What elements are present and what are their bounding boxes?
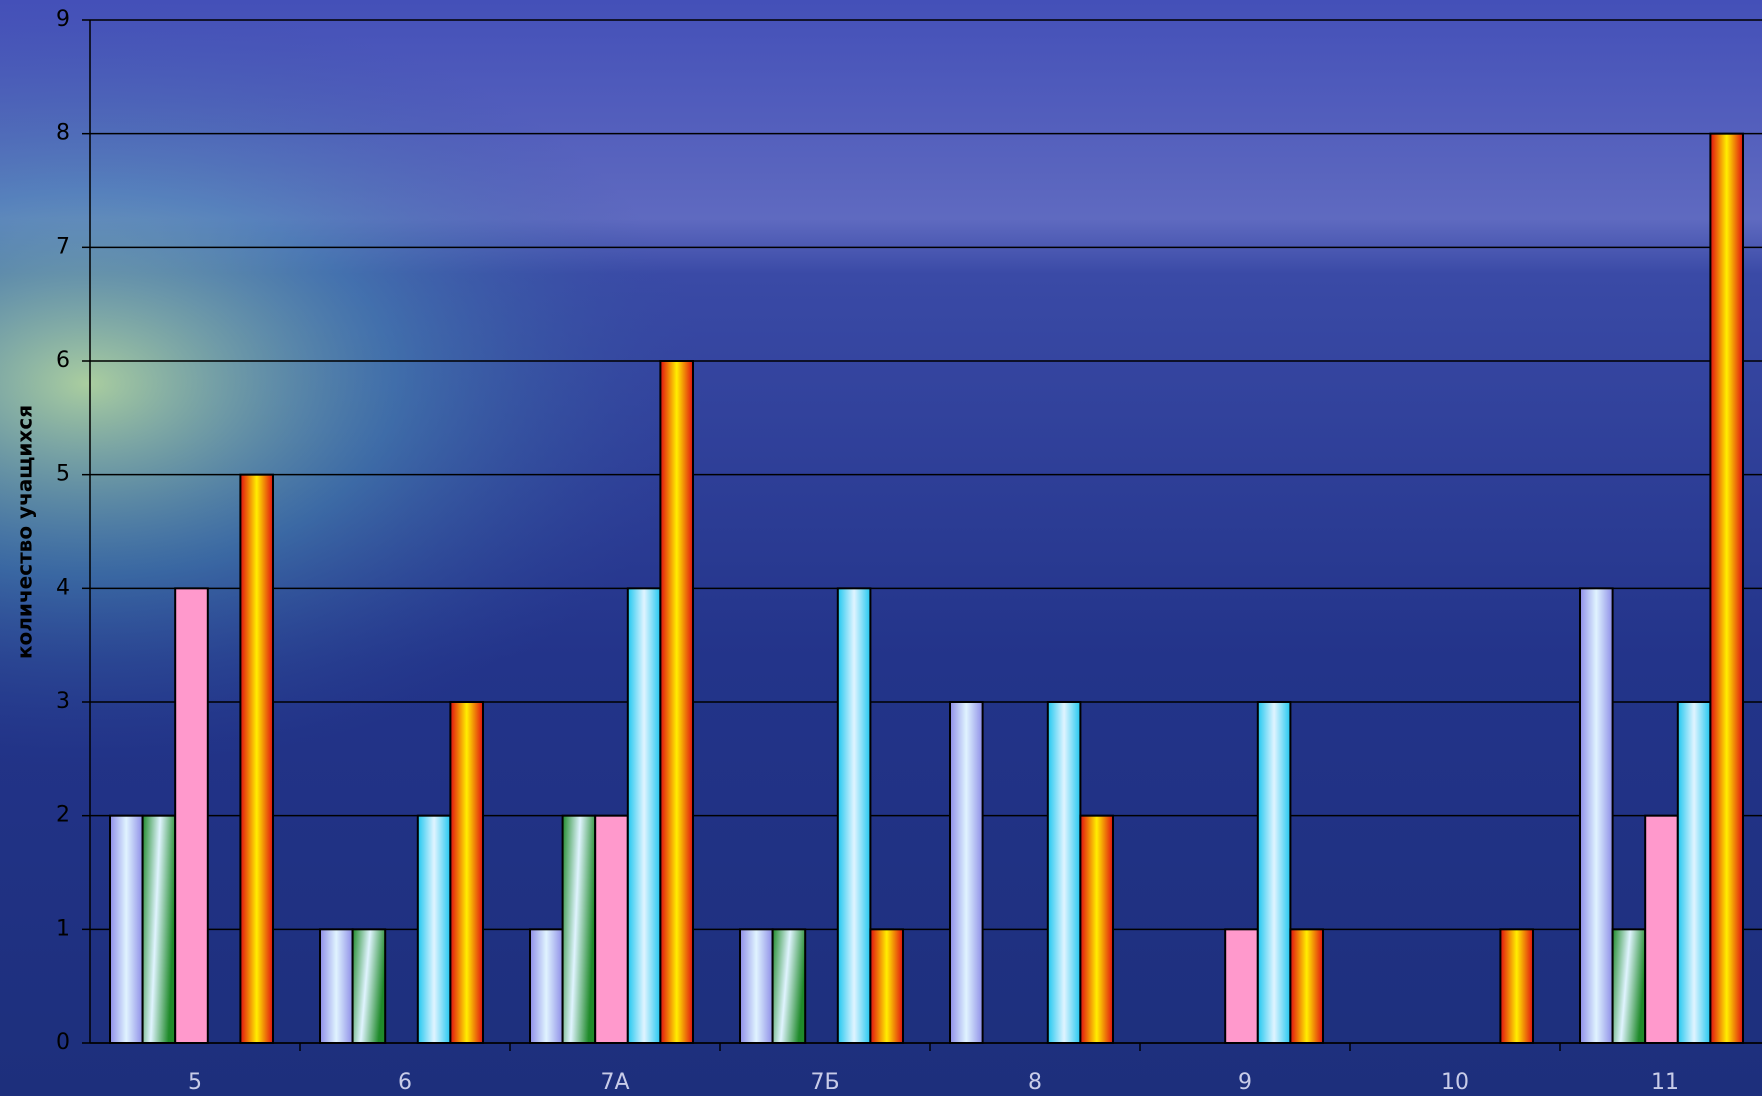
x-tick-label: 7А — [600, 1070, 629, 1095]
bar — [109, 814, 144, 1045]
y-tick-label: 3 — [56, 689, 70, 714]
bar — [174, 587, 209, 1044]
y-tick-label: 9 — [56, 7, 70, 32]
bar — [836, 587, 872, 1044]
x-tick-label: 6 — [398, 1070, 412, 1095]
bar — [739, 928, 774, 1044]
bar — [1644, 814, 1679, 1045]
y-tick-label: 4 — [56, 575, 70, 600]
bar — [141, 814, 177, 1045]
bar — [1079, 814, 1115, 1045]
bar — [1224, 928, 1259, 1044]
bar — [1499, 928, 1535, 1044]
y-tick-label: 7 — [56, 234, 70, 259]
bar — [949, 701, 984, 1044]
bar — [1676, 701, 1712, 1044]
y-tick-label: 2 — [56, 803, 70, 828]
x-tick-label: 5 — [188, 1070, 202, 1095]
y-tick-label: 8 — [56, 121, 70, 146]
bar — [1579, 587, 1614, 1044]
bar — [351, 928, 387, 1044]
bar — [449, 701, 484, 1044]
bar — [561, 814, 597, 1045]
y-tick-label: 5 — [56, 462, 70, 487]
bar — [529, 928, 564, 1044]
bar — [771, 928, 807, 1044]
y-tick-label: 0 — [56, 1030, 70, 1055]
y-axis-label: количество учащихся — [13, 405, 37, 659]
x-tick-label: 10 — [1441, 1070, 1469, 1095]
x-tick-label: 8 — [1028, 1070, 1042, 1095]
y-tick-label: 1 — [56, 916, 70, 941]
bar — [594, 814, 629, 1045]
bar — [416, 814, 452, 1045]
y-tick-label: 6 — [56, 348, 70, 373]
x-tick-label: 11 — [1651, 1070, 1679, 1095]
x-tick-label: 9 — [1238, 1070, 1252, 1095]
bar — [659, 360, 695, 1044]
bar — [626, 587, 662, 1044]
bar — [1256, 701, 1292, 1044]
bar — [1611, 928, 1647, 1044]
bar — [869, 928, 905, 1044]
bar — [239, 473, 274, 1044]
bar — [1709, 132, 1745, 1044]
bar — [1289, 928, 1325, 1044]
bar — [319, 928, 354, 1044]
bar — [1046, 701, 1082, 1044]
x-tick-label: 7Б — [810, 1070, 839, 1095]
